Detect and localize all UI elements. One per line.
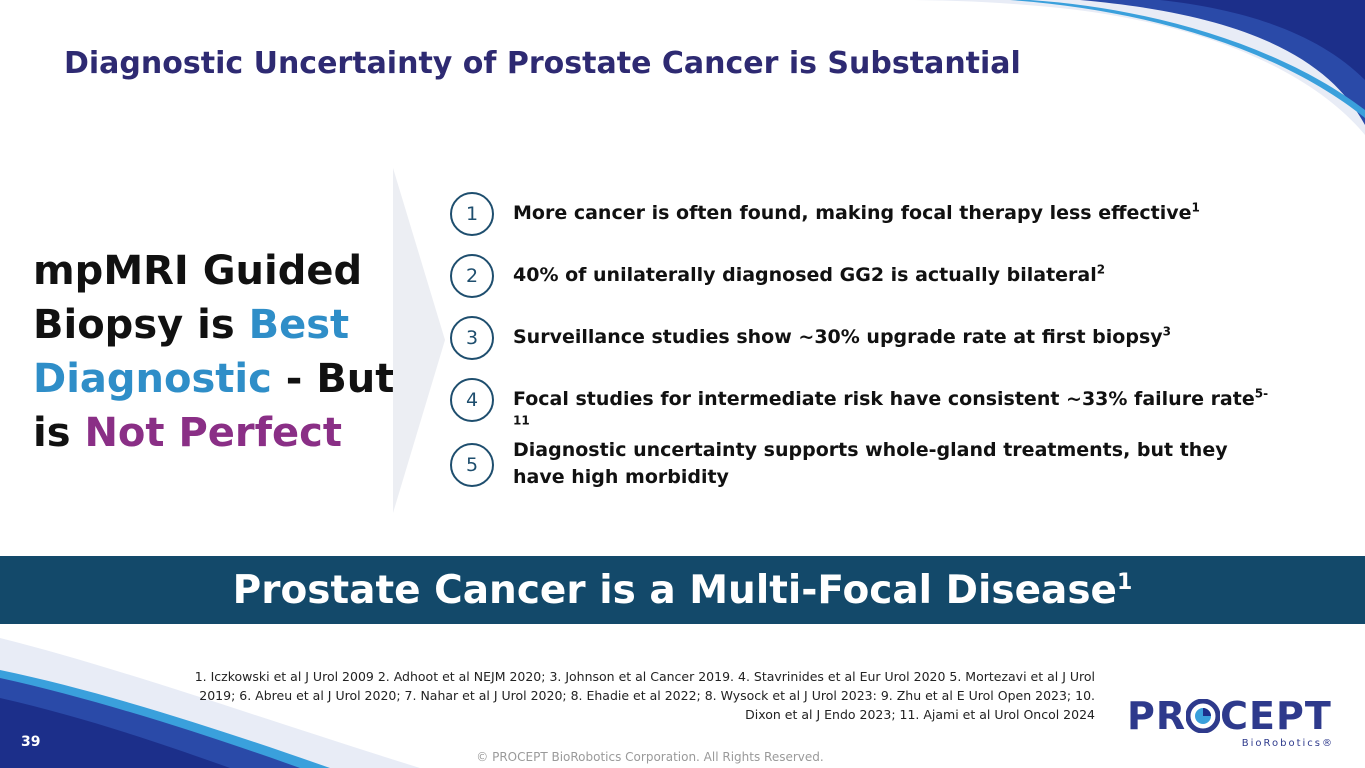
item-footnote-ref: 5-11 (513, 386, 1269, 428)
key-statement: mpMRI Guided Biopsy is Best Diagnostic -… (33, 244, 403, 460)
item-text-body: More cancer is often found, making focal… (513, 202, 1192, 224)
item-text: More cancer is often found, making focal… (513, 200, 1273, 227)
banner-text-body: Prostate Cancer is a Multi-Focal Disease (232, 567, 1118, 613)
copyright-notice: © PROCEPT BioRobotics Corporation. All R… (476, 750, 824, 764)
procept-logo: PR CEPT BioRobotics® (1127, 696, 1342, 752)
statement-highlight-best: Best Diagnostic (33, 302, 350, 402)
item-text: Focal studies for intermediate risk have… (513, 386, 1273, 440)
item-text: Surveillance studies show ~30% upgrade r… (513, 324, 1273, 351)
logo-word-pre: PR (1127, 694, 1187, 738)
item-footnote-ref: 2 (1096, 262, 1106, 277)
statement-highlight-not-perfect: Not Perfect (84, 410, 342, 456)
number-circle: 4 (450, 378, 494, 422)
number-circle: 2 (450, 254, 494, 298)
bottom-swoosh-decoration (0, 638, 420, 768)
number-circle: 5 (450, 443, 494, 487)
number-circle: 3 (450, 316, 494, 360)
item-text-body: Diagnostic uncertainty supports whole-gl… (513, 439, 1228, 488)
banner: Prostate Cancer is a Multi-Focal Disease… (0, 556, 1365, 624)
item-text-body: Focal studies for intermediate risk have… (513, 388, 1255, 410)
banner-footnote-ref: 1 (1117, 569, 1133, 595)
statement-part-1: mpMRI Guided Biopsy is (33, 248, 363, 348)
top-swoosh-decoration (900, 0, 1365, 135)
banner-text: Prostate Cancer is a Multi-Focal Disease… (233, 568, 1133, 613)
references: 1. Iczkowski et al J Urol 2009 2. Adhoot… (194, 669, 1095, 722)
page-number: 39 (21, 734, 41, 750)
item-text-body: 40% of unilaterally diagnosed GG2 is act… (513, 264, 1097, 286)
statement-part-2: - But is (33, 356, 395, 456)
logo-subtitle: BioRobotics® (1241, 738, 1334, 749)
item-text: Diagnostic uncertainty supports whole-gl… (513, 437, 1273, 491)
item-text-body: Surveillance studies show ~30% upgrade r… (513, 326, 1163, 348)
item-text: 40% of unilaterally diagnosed GG2 is act… (513, 262, 1273, 289)
logo-wordmark: PR CEPT (1127, 696, 1332, 736)
item-footnote-ref: 3 (1162, 324, 1172, 339)
item-footnote-ref: 1 (1191, 200, 1200, 215)
chevron-arrow-shape (393, 168, 445, 513)
number-circle: 1 (450, 192, 494, 236)
slide-title: Diagnostic Uncertainty of Prostate Cance… (64, 46, 1021, 81)
logo-o-icon (1186, 699, 1221, 733)
logo-word-post: CEPT (1220, 694, 1332, 738)
